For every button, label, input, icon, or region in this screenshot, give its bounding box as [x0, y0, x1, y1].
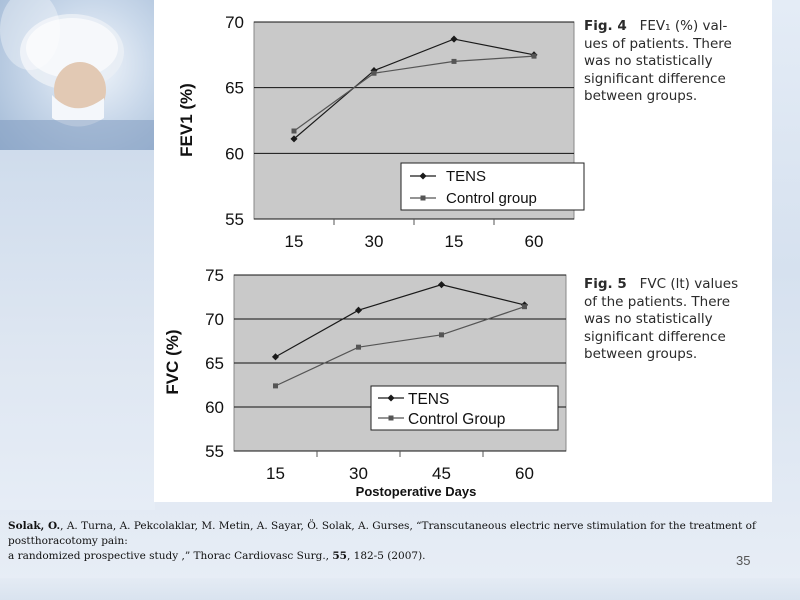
x-tick-label: 60 — [515, 464, 534, 483]
fig5-caption: Fig. 5 FVC (lt) values of the patients. … — [584, 276, 738, 364]
citation-pages-year: , 182-5 (2007). — [346, 549, 426, 562]
fev1-legend-tens: TENS — [446, 168, 486, 185]
fev1-chart: FEV1 (%) 55 60 65 70 15 30 15 60 TENS Control … — [177, 13, 585, 251]
fev1-y-axis-label: FEV1 (%) — [177, 83, 196, 157]
fev1-y-ticks: 55 60 65 70 — [225, 13, 244, 229]
y-tick-label: 70 — [225, 13, 244, 32]
fvc-legend-tens: TENS — [408, 391, 449, 408]
x-tick-label: 45 — [432, 464, 451, 483]
y-tick-label: 60 — [205, 398, 224, 417]
fvc-y-axis-label: FVC (%) — [163, 329, 182, 394]
fig4-line-2: ues of patients. There — [584, 35, 732, 52]
series-0-point — [271, 353, 280, 361]
background-fade — [0, 150, 155, 510]
citation: Solak, O., A. Turna, A. Pekcolaklar, M. … — [8, 519, 768, 564]
y-tick-label: 70 — [205, 310, 224, 329]
fig4-line-1: FEV₁ (%) val- — [639, 18, 728, 34]
y-tick-label: 60 — [225, 144, 244, 163]
fvc-legend-control: Control Group — [408, 411, 505, 428]
fvc-legend: TENS Control Group — [370, 385, 559, 431]
fig4-label: Fig. 4 — [584, 18, 627, 34]
fvc-x-axis-label: Postoperative Days — [356, 484, 477, 499]
citation-volume: 55 — [332, 549, 347, 562]
series-1-point — [531, 53, 537, 59]
citation-lead-author: Solak, O. — [8, 520, 61, 532]
x-tick-label: 60 — [525, 232, 544, 251]
fvc-chart: FVC (%) 55 60 65 70 75 15 30 45 60 Postoperativ… — [163, 266, 567, 499]
fev1-legend: TENS Control group — [400, 162, 585, 211]
series-0-point — [290, 135, 298, 143]
fig5-line-5: between groups. — [584, 346, 698, 363]
y-tick-label: 75 — [205, 266, 224, 285]
series-0-point — [437, 281, 446, 289]
y-tick-label: 55 — [205, 442, 224, 461]
x-tick-label: 30 — [365, 232, 384, 251]
fig5-label: Fig. 5 — [584, 276, 627, 292]
fev1-legend-control: Control group — [446, 190, 537, 207]
series-1-point — [522, 304, 527, 310]
series-1-point — [451, 58, 457, 64]
bottom-strip — [0, 578, 800, 600]
fig4-line-4: significant difference — [584, 70, 726, 87]
series-line-1 — [275, 306, 525, 387]
series-0-point — [450, 35, 458, 43]
series-1-point — [439, 332, 444, 338]
fig5-line-4: significant difference — [584, 328, 726, 345]
slide-number: 35 — [736, 553, 751, 568]
series-1-point — [273, 383, 278, 389]
citation-journal: a randomized prospective study ,” Thorac… — [8, 549, 333, 562]
series-1-point — [371, 70, 377, 76]
series-line-1 — [293, 55, 535, 132]
series-1-point — [291, 128, 297, 134]
series-1-point — [356, 344, 361, 350]
fig4-line-3: was no statistically — [584, 53, 713, 70]
x-tick-label: 15 — [285, 232, 304, 251]
series-line-0 — [275, 284, 525, 358]
fvc-x-ticks: 15 30 45 60 — [266, 451, 534, 483]
surgeon-illustration — [0, 0, 155, 160]
x-tick-label: 15 — [266, 464, 285, 483]
background-photo — [0, 0, 155, 160]
citation-authors: , A. Turna, A. Pekcolaklar, M. Metin, A.… — [8, 520, 756, 547]
x-tick-label: 30 — [349, 464, 368, 483]
figure-panel: FEV1 (%) 55 60 65 70 15 30 15 60 TENS Control … — [154, 0, 772, 502]
x-tick-label: 15 — [445, 232, 464, 251]
series-line-0 — [293, 38, 535, 140]
fvc-y-ticks: 55 60 65 70 75 — [205, 266, 224, 461]
fig4-caption: Fig. 4 FEV₁ (%) val- ues of patients. Th… — [584, 18, 732, 106]
fig5-line-2: of the patients. There — [584, 293, 731, 310]
y-tick-label: 65 — [225, 79, 244, 98]
fig4-line-5: between groups. — [584, 88, 698, 105]
fev1-x-ticks: 15 30 15 60 — [285, 219, 544, 251]
y-tick-label: 55 — [225, 210, 244, 229]
fig5-line-1: FVC (lt) values — [639, 276, 739, 292]
y-tick-label: 65 — [205, 354, 224, 373]
fig5-line-3: was no statistically — [584, 311, 713, 328]
